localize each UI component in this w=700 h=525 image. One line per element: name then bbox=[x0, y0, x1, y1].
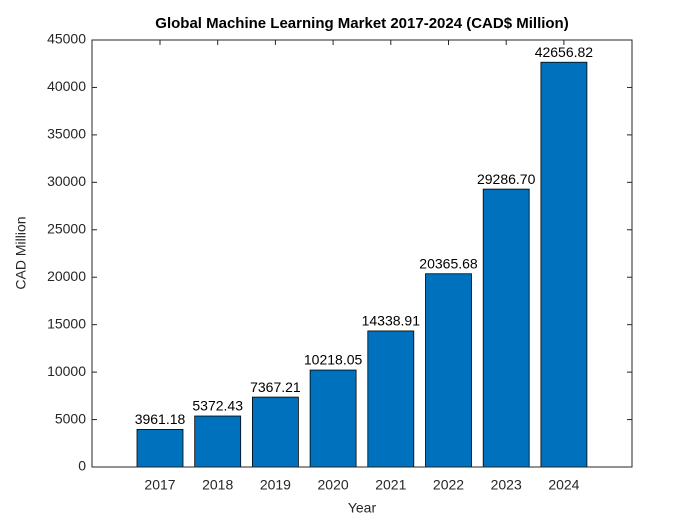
bar bbox=[309, 369, 357, 468]
data-label: 14338.91 bbox=[362, 313, 421, 329]
y-tick-label: 15000 bbox=[47, 315, 86, 331]
data-label: 42656.82 bbox=[535, 44, 594, 60]
y-tick-label: 20000 bbox=[47, 268, 86, 284]
y-tick-label: 10000 bbox=[47, 363, 86, 379]
x-tick-label: 2018 bbox=[202, 477, 233, 493]
y-tick-label: 0 bbox=[78, 458, 86, 474]
bar bbox=[425, 273, 472, 468]
bar bbox=[367, 330, 415, 468]
data-label: 3961.18 bbox=[135, 411, 186, 427]
y-tick-label: 30000 bbox=[47, 173, 86, 189]
bar bbox=[482, 188, 530, 468]
plot-frame bbox=[91, 39, 633, 468]
y-tick-label: 35000 bbox=[47, 126, 86, 142]
data-label: 10218.05 bbox=[304, 352, 363, 368]
x-axis-label: Year bbox=[348, 500, 377, 516]
data-label: 5372.43 bbox=[192, 398, 243, 414]
y-tick-label: 5000 bbox=[55, 410, 86, 426]
bar bbox=[540, 61, 588, 468]
data-label: 20365.68 bbox=[419, 255, 478, 271]
data-label: 7367.21 bbox=[250, 379, 301, 395]
bar bbox=[136, 429, 184, 468]
x-tick-label: 2019 bbox=[260, 477, 291, 493]
x-tick-label: 2024 bbox=[548, 477, 579, 493]
x-tick-label: 2021 bbox=[375, 477, 406, 493]
y-tick-label: 40000 bbox=[47, 78, 86, 94]
y-tick-label: 45000 bbox=[47, 31, 86, 47]
chart-title: Global Machine Learning Market 2017-2024… bbox=[155, 15, 568, 32]
bar bbox=[194, 415, 242, 468]
y-axis-label: CAD Million bbox=[13, 216, 29, 289]
bar bbox=[251, 396, 299, 468]
x-tick-label: 2020 bbox=[318, 477, 349, 493]
x-tick-label: 2022 bbox=[433, 477, 464, 493]
x-tick-label: 2023 bbox=[491, 477, 522, 493]
data-label: 29286.70 bbox=[477, 171, 536, 187]
y-tick-label: 25000 bbox=[47, 220, 86, 236]
x-tick-label: 2017 bbox=[144, 477, 175, 493]
